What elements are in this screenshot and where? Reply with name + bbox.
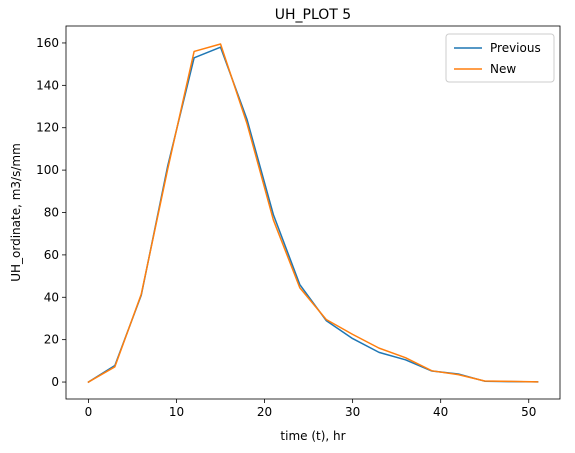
x-tick-label: 50 — [521, 405, 536, 419]
y-tick-label: 140 — [36, 78, 59, 92]
y-axis-label: UH_ordinate, m3/s/mm — [9, 143, 23, 282]
y-tick-label: 20 — [44, 333, 59, 347]
legend-box — [445, 33, 555, 83]
x-tick-label: 30 — [345, 405, 360, 419]
x-tick-label: 20 — [257, 405, 272, 419]
legend-label: Previous — [490, 41, 541, 55]
series-lines — [87, 43, 539, 384]
x-axis-ticks: 0 10 20 30 40 50 — [85, 399, 536, 419]
y-tick-label: 60 — [44, 248, 59, 262]
chart-title: UH_PLOT 5 — [275, 7, 351, 23]
x-tick-label: 10 — [169, 405, 184, 419]
y-tick-label: 40 — [44, 290, 59, 304]
y-tick-label: 120 — [36, 121, 59, 135]
series-line-new — [87, 43, 539, 384]
y-tick-label: 80 — [44, 206, 59, 220]
y-tick-label: 0 — [51, 375, 59, 389]
y-tick-label: 160 — [36, 36, 59, 50]
y-tick-label: 100 — [36, 163, 59, 177]
legend: Previous New — [445, 33, 555, 83]
x-tick-label: 0 — [85, 405, 93, 419]
x-axis-label: time (t), hr — [280, 429, 345, 443]
y-axis-ticks: 0 20 40 60 80 100 120 140 160 — [36, 36, 66, 389]
legend-label: New — [490, 62, 516, 76]
x-tick-label: 40 — [433, 405, 448, 419]
